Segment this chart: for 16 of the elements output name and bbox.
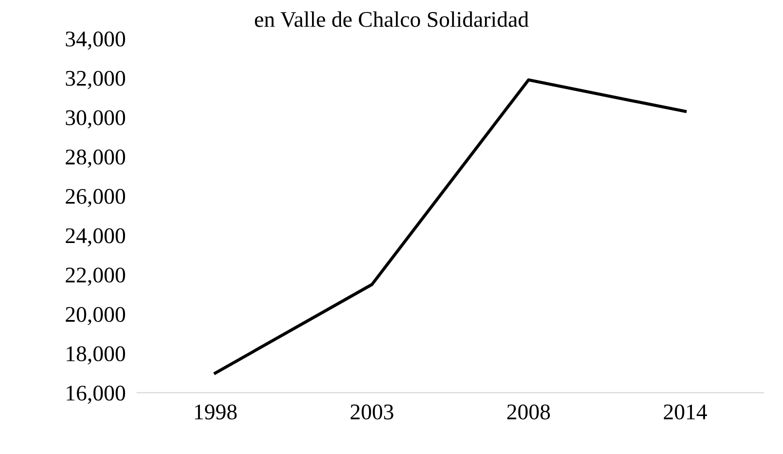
y-tick-label: 20,000 (66, 306, 126, 326)
x-tick-label: 1998 (195, 404, 237, 420)
x-tick-label: 2014 (664, 404, 707, 420)
y-tick-label: 16,000 (66, 386, 126, 404)
chart-title: en Valle de Chalco Solidaridad (254, 11, 529, 28)
y-tick-label: 32,000 (66, 70, 126, 90)
x-tick-label: 2003 (350, 404, 394, 420)
x-tick-label: 2008 (507, 404, 550, 420)
y-tick-label: 24,000 (66, 228, 126, 246)
y-tick-label: 22,000 (66, 268, 126, 286)
y-tick-label: 26,000 (66, 188, 126, 208)
y-tick-label: 30,000 (66, 110, 126, 128)
y-tick-label: 18,000 (66, 346, 126, 364)
y-tick-label: 34,000 (66, 32, 126, 50)
line-series (214, 78, 687, 375)
y-tick-label: 28,000 (66, 150, 126, 168)
